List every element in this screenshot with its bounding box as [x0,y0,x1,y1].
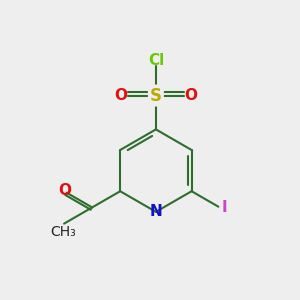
Text: O: O [114,88,127,103]
Text: I: I [222,200,228,215]
Text: S: S [150,86,162,104]
Text: CH₃: CH₃ [50,225,76,239]
Text: Cl: Cl [148,53,165,68]
Text: O: O [185,88,198,103]
Text: O: O [58,183,71,198]
Text: N: N [149,204,162,219]
